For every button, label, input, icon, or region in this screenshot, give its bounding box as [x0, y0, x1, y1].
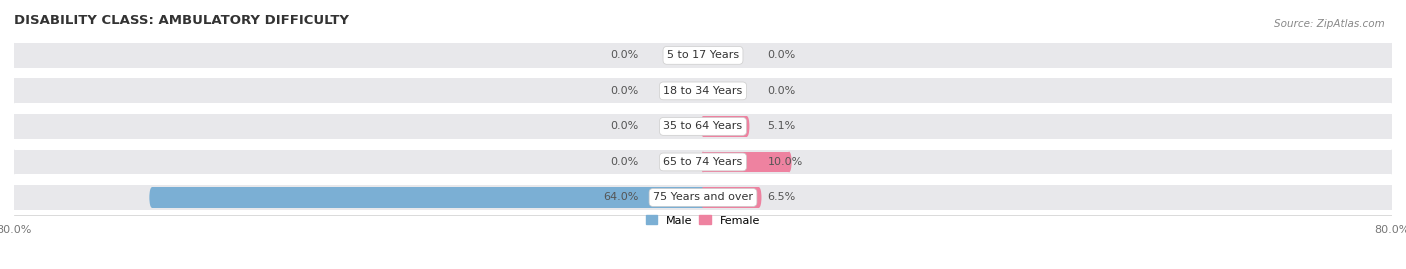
Ellipse shape [1389, 43, 1395, 68]
Bar [14, 150, 1392, 174]
Ellipse shape [1389, 150, 1395, 174]
Ellipse shape [11, 43, 17, 68]
Text: 10.0%: 10.0% [768, 157, 803, 167]
Ellipse shape [786, 152, 792, 172]
Text: 6.5%: 6.5% [768, 193, 796, 203]
Text: 0.0%: 0.0% [768, 50, 796, 60]
Text: 0.0%: 0.0% [610, 50, 638, 60]
Ellipse shape [149, 187, 155, 208]
Legend: Male, Female: Male, Female [641, 211, 765, 230]
Text: Source: ZipAtlas.com: Source: ZipAtlas.com [1274, 19, 1385, 29]
Ellipse shape [1389, 185, 1395, 210]
Text: 0.0%: 0.0% [610, 157, 638, 167]
Text: 0.0%: 0.0% [610, 121, 638, 132]
Text: 75 Years and over: 75 Years and over [652, 193, 754, 203]
Ellipse shape [11, 150, 17, 174]
Bar [703, 187, 759, 208]
Ellipse shape [700, 187, 706, 208]
Ellipse shape [700, 116, 706, 137]
Ellipse shape [11, 79, 17, 103]
Text: 18 to 34 Years: 18 to 34 Years [664, 86, 742, 96]
Ellipse shape [700, 152, 706, 172]
Text: 0.0%: 0.0% [610, 86, 638, 96]
Bar [703, 152, 789, 172]
Bar [152, 187, 703, 208]
Bar [14, 185, 1392, 210]
Text: 5 to 17 Years: 5 to 17 Years [666, 50, 740, 60]
Text: DISABILITY CLASS: AMBULATORY DIFFICULTY: DISABILITY CLASS: AMBULATORY DIFFICULTY [14, 14, 349, 27]
Text: 65 to 74 Years: 65 to 74 Years [664, 157, 742, 167]
Bar [14, 43, 1392, 68]
Bar [703, 116, 747, 137]
Text: 64.0%: 64.0% [603, 193, 638, 203]
Ellipse shape [1389, 79, 1395, 103]
Ellipse shape [744, 116, 749, 137]
Text: 0.0%: 0.0% [768, 86, 796, 96]
Text: 5.1%: 5.1% [768, 121, 796, 132]
Ellipse shape [700, 187, 706, 208]
Ellipse shape [11, 114, 17, 139]
Bar [14, 79, 1392, 103]
Ellipse shape [1389, 114, 1395, 139]
Ellipse shape [11, 185, 17, 210]
Bar [14, 114, 1392, 139]
Ellipse shape [756, 187, 762, 208]
Text: 35 to 64 Years: 35 to 64 Years [664, 121, 742, 132]
